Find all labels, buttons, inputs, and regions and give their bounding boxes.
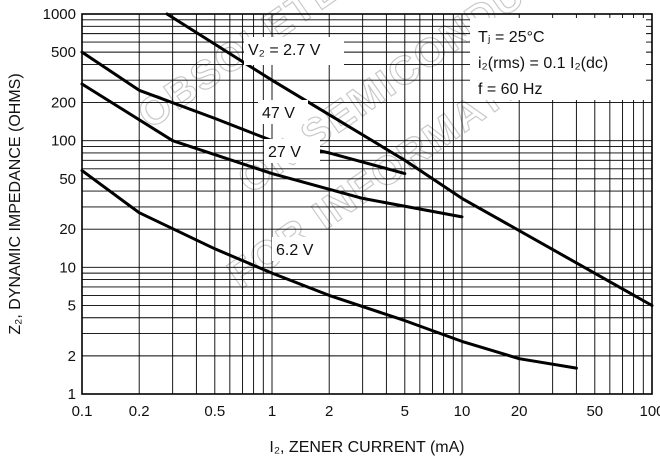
y-tick-label: 1 <box>68 386 76 403</box>
series-line <box>80 82 464 219</box>
x-tick-label: 5 <box>401 403 409 420</box>
y-tick-label: 1000 <box>43 6 76 23</box>
y-tick-label: 500 <box>51 44 76 61</box>
plot-frame <box>81 13 653 395</box>
series-label: 27 V <box>268 144 301 161</box>
x-tick-label: 0.5 <box>204 403 225 420</box>
x-tick-label: 10 <box>454 403 471 420</box>
y-tick-label: 2 <box>68 348 76 365</box>
series-label-bg <box>244 37 344 65</box>
y-tick-label: 50 <box>59 171 76 188</box>
frequency-note: f = 60 Hz <box>478 81 542 98</box>
y-tick-label: 100 <box>51 133 76 150</box>
series-label: V₂ = 2.7 V <box>248 42 321 59</box>
y-tick-label: 5 <box>68 297 76 314</box>
x-tick-label: 20 <box>511 403 528 420</box>
series-line <box>80 169 578 370</box>
temperature-note: Tⱼ = 25°C <box>478 29 545 46</box>
y-tick-label: 20 <box>59 221 76 238</box>
y-tick-label: 200 <box>51 95 76 112</box>
conditions-box <box>470 18 646 100</box>
x-tick-label: 1 <box>268 403 276 420</box>
series: V₂ = 2.7 V 47 V 27 V 6.2 V <box>80 12 654 370</box>
series-label: 47 V <box>262 105 295 122</box>
y-axis-title: Z₂, DYNAMIC IMPEDANCE (OHMS) <box>7 73 24 334</box>
series-label-bg <box>258 100 308 124</box>
series-line <box>165 12 654 307</box>
x-tick-labels: 0.1 0.2 0.5 1 2 5 10 20 50 100 <box>72 403 660 420</box>
y-tick-labels: 1 2 5 10 20 50 100 200 500 1000 <box>43 6 76 403</box>
x-axis-title: I₂, ZENER CURRENT (mA) <box>269 439 464 456</box>
x-tick-label: 0.1 <box>72 403 93 420</box>
ripple-current-note: i₂(rms) = 0.1 I₂(dc) <box>478 55 608 72</box>
x-tick-label: 100 <box>639 403 660 420</box>
series-label: 6.2 V <box>276 242 314 259</box>
series-label-bg <box>264 139 320 163</box>
series-label-bg <box>272 237 326 261</box>
series-line <box>80 50 407 176</box>
grid <box>81 14 652 395</box>
x-tick-label: 0.2 <box>129 403 150 420</box>
y-tick-label: 10 <box>59 259 76 276</box>
x-tick-label: 2 <box>325 403 333 420</box>
x-tick-label: 50 <box>586 403 603 420</box>
